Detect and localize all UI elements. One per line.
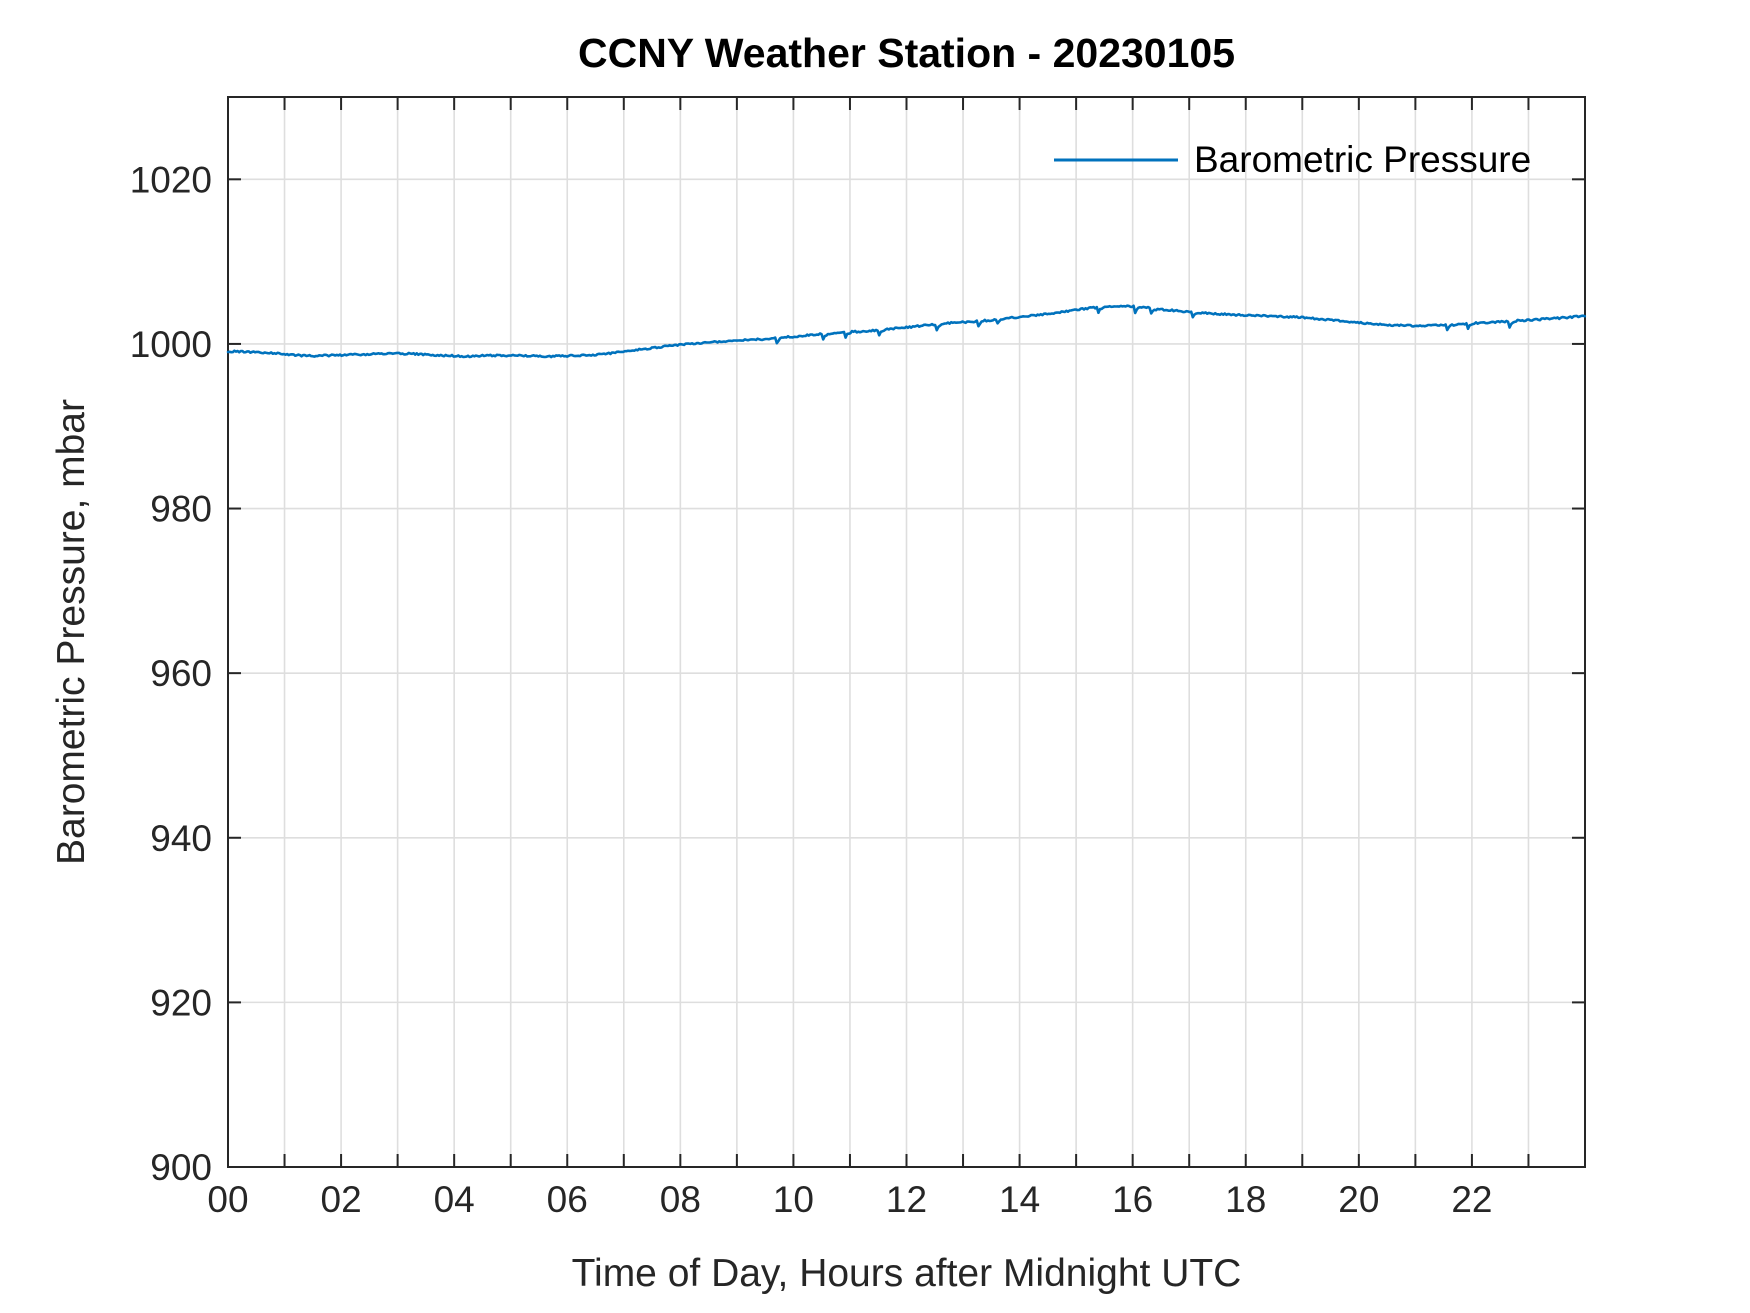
x-tick-label: 18 <box>1225 1179 1266 1220</box>
x-tick-label: 06 <box>547 1179 588 1220</box>
x-tick-label: 00 <box>207 1179 248 1220</box>
y-tick-label: 1000 <box>130 324 212 365</box>
y-tick-label: 1020 <box>130 159 212 200</box>
y-tick-label: 920 <box>150 982 212 1023</box>
x-tick-label: 02 <box>321 1179 362 1220</box>
x-tick-label: 12 <box>886 1179 927 1220</box>
pressure-line <box>226 304 1587 359</box>
x-axis-label: Time of Day, Hours after Midnight UTC <box>571 1252 1242 1295</box>
chart-title: CCNY Weather Station - 20230105 <box>577 30 1236 76</box>
x-tick-label: 22 <box>1451 1179 1492 1220</box>
legend-line-sample-icon <box>1054 158 1178 162</box>
y-axis-label: Barometric Pressure, mbar <box>50 399 93 865</box>
x-tick-label: 08 <box>660 1179 701 1220</box>
legend-label: Barometric Pressure <box>1194 139 1532 180</box>
y-tick-label: 900 <box>150 1147 212 1188</box>
x-tick-label: 04 <box>434 1179 475 1220</box>
x-tick-label: 14 <box>999 1179 1040 1220</box>
y-tick-label: 980 <box>150 489 212 530</box>
x-tick-label: 10 <box>773 1179 814 1220</box>
y-tick-label: 960 <box>150 653 212 694</box>
x-tick-label: 16 <box>1112 1179 1153 1220</box>
x-tick-label: 20 <box>1338 1179 1379 1220</box>
y-tick-label: 940 <box>150 818 212 859</box>
legend: Barometric Pressure <box>1052 138 1531 182</box>
